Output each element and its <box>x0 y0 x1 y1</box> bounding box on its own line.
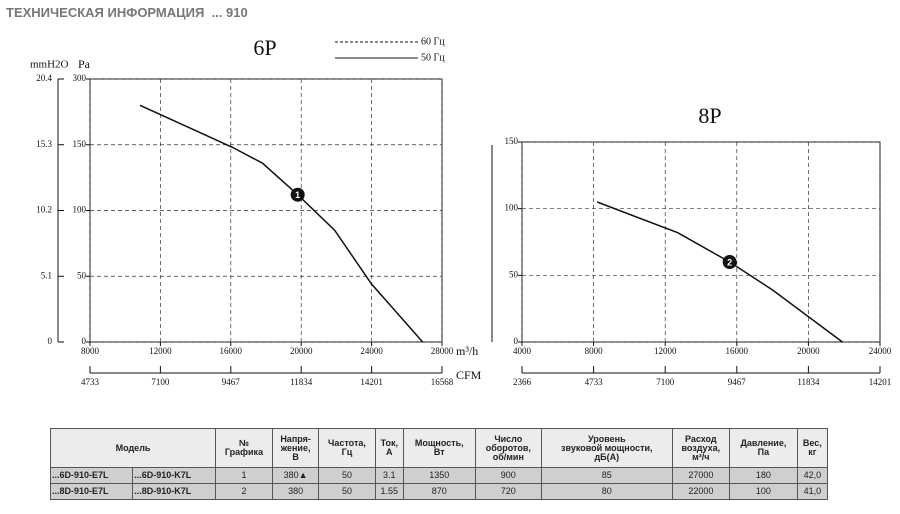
x-tick-label: 24000 <box>360 346 383 356</box>
cell: 85 <box>541 467 673 484</box>
point-marker <box>722 255 737 269</box>
cell: 900 <box>474 467 543 484</box>
y2-tick-label: 20.4 <box>36 73 52 83</box>
x2-tick-label: 9467 <box>728 377 747 387</box>
y2-tick-label: 15.3 <box>36 139 52 149</box>
x2-tick-label: 7100 <box>151 377 170 387</box>
header-cell: Вес, кг <box>796 428 829 468</box>
x-tick-label: 12000 <box>654 346 677 356</box>
header-title: ТЕХНИЧЕСКАЯ ИНФОРМАЦИЯ <box>6 5 205 20</box>
spec-table: Модель № Графика Напря- жение, В Частота, Г… <box>49 428 829 500</box>
y2-tick-label: 10.2 <box>36 205 52 215</box>
point-marker <box>290 187 305 202</box>
cell: 27000 <box>671 467 731 484</box>
x-tick-label: 12000 <box>149 346 172 356</box>
x2-tick-label: 2366 <box>513 377 532 387</box>
cell: 870 <box>402 483 476 500</box>
cell: 2 <box>215 483 273 500</box>
header-cell: Число оборотов, об/мин <box>474 428 543 468</box>
cell: 80 <box>541 483 673 500</box>
cell: 100 <box>729 483 798 500</box>
cell: 180 <box>729 467 798 484</box>
cell: 1.55 <box>374 483 404 500</box>
marker-label: 2 <box>727 257 732 267</box>
x-tick-label: 20000 <box>290 346 313 356</box>
cell: ...6D-910-E7L <box>49 467 134 484</box>
x-tick-label: 8000 <box>81 346 100 356</box>
y2-tick-label: 5.1 <box>41 270 52 280</box>
cell: 22000 <box>671 483 731 500</box>
x2-tick-label: 11834 <box>797 377 820 387</box>
y-tick-label: 0 <box>82 336 87 346</box>
x2-axis-label: CFM <box>456 368 482 382</box>
x2-tick-label: 9467 <box>222 377 241 387</box>
x-tick-label: 16000 <box>726 346 749 356</box>
x-tick-label: 8000 <box>585 346 604 356</box>
x2-tick-label: 14201 <box>360 377 383 387</box>
header-cell: Уровень звуковой мощности, дБ(А) <box>541 428 673 468</box>
y2-tick-label: 0 <box>48 336 53 346</box>
legend-label: 60 Гц <box>421 36 445 47</box>
x-axis-label: m³/h <box>456 344 478 358</box>
table-row: ...8D-910-E7L ...8D-910-K7L 2 380 50 1.55 870 7… <box>49 483 829 500</box>
x2-tick-label: 4733 <box>585 377 604 387</box>
cell: ...8D-910-E7L <box>49 483 134 500</box>
header-series: ... 910 <box>211 5 248 20</box>
x2-tick-label: 7100 <box>656 377 675 387</box>
y-tick-label: 300 <box>73 73 87 83</box>
header-cell: Ток, А <box>374 428 404 468</box>
curve <box>139 104 424 343</box>
x-tick-label: 24000 <box>869 346 892 356</box>
y-tick-label: 0 <box>514 336 519 346</box>
y-tick-label: 150 <box>505 136 519 146</box>
chart-title: 8P <box>698 103 721 128</box>
table-row: ...6D-910-E7L ...6D-910-K7L 1 380▲ 50 3.1 1350… <box>49 467 829 484</box>
cell: 720 <box>474 483 543 500</box>
x-tick-label: 4000 <box>513 346 532 356</box>
x-tick-label: 20000 <box>797 346 820 356</box>
plot-frame <box>521 141 881 343</box>
x2-tick-label: 16568 <box>431 377 454 387</box>
marker-label: 1 <box>295 190 300 200</box>
cell: 380▲ <box>271 467 320 484</box>
y-axis-label: Pa <box>78 57 91 71</box>
y-tick-label: 50 <box>509 269 519 279</box>
x2-tick-label: 4733 <box>81 377 100 387</box>
y-tick-label: 150 <box>73 139 87 149</box>
legend-label: 50 Гц <box>421 52 445 63</box>
x-tick-label: 16000 <box>220 346 243 356</box>
x-tick-label: 28000 <box>431 346 454 356</box>
cell: ...6D-910-K7L <box>132 467 217 484</box>
y2-axis-label: mmH2O <box>30 59 69 71</box>
header: ТЕХНИЧЕСКАЯ ИНФОРМАЦИЯ ... 910 <box>6 5 248 20</box>
cell: ...8D-910-K7L <box>132 483 217 500</box>
x2-tick-label: 14201 <box>869 377 892 387</box>
cell: 380 <box>271 483 320 500</box>
header-cell: Напря- жение, В <box>271 428 320 468</box>
header-cell: Давление, Па <box>729 428 798 468</box>
cell: 42,0 <box>796 467 829 484</box>
chart-title: 6P <box>253 35 276 60</box>
cell: 41,0 <box>796 483 829 500</box>
x2-tick-label: 11834 <box>290 377 313 387</box>
header-cell: Расход воздуха, м³/ч <box>671 428 731 468</box>
y-tick-label: 100 <box>73 205 87 215</box>
curve <box>596 201 843 343</box>
cell: 50 <box>318 483 376 500</box>
cell: 50 <box>318 467 376 484</box>
cell: 3.1 <box>374 467 404 484</box>
header-cell: Модель <box>49 428 217 468</box>
header-cell: Частота, Гц <box>318 428 376 468</box>
cell: 1 <box>215 467 273 484</box>
y-tick-label: 100 <box>505 203 519 213</box>
y-tick-label: 50 <box>77 270 87 280</box>
header-cell: № Графика <box>215 428 273 468</box>
header-cell: Мощность, Вт <box>402 428 476 468</box>
cell: 1350 <box>402 467 476 484</box>
